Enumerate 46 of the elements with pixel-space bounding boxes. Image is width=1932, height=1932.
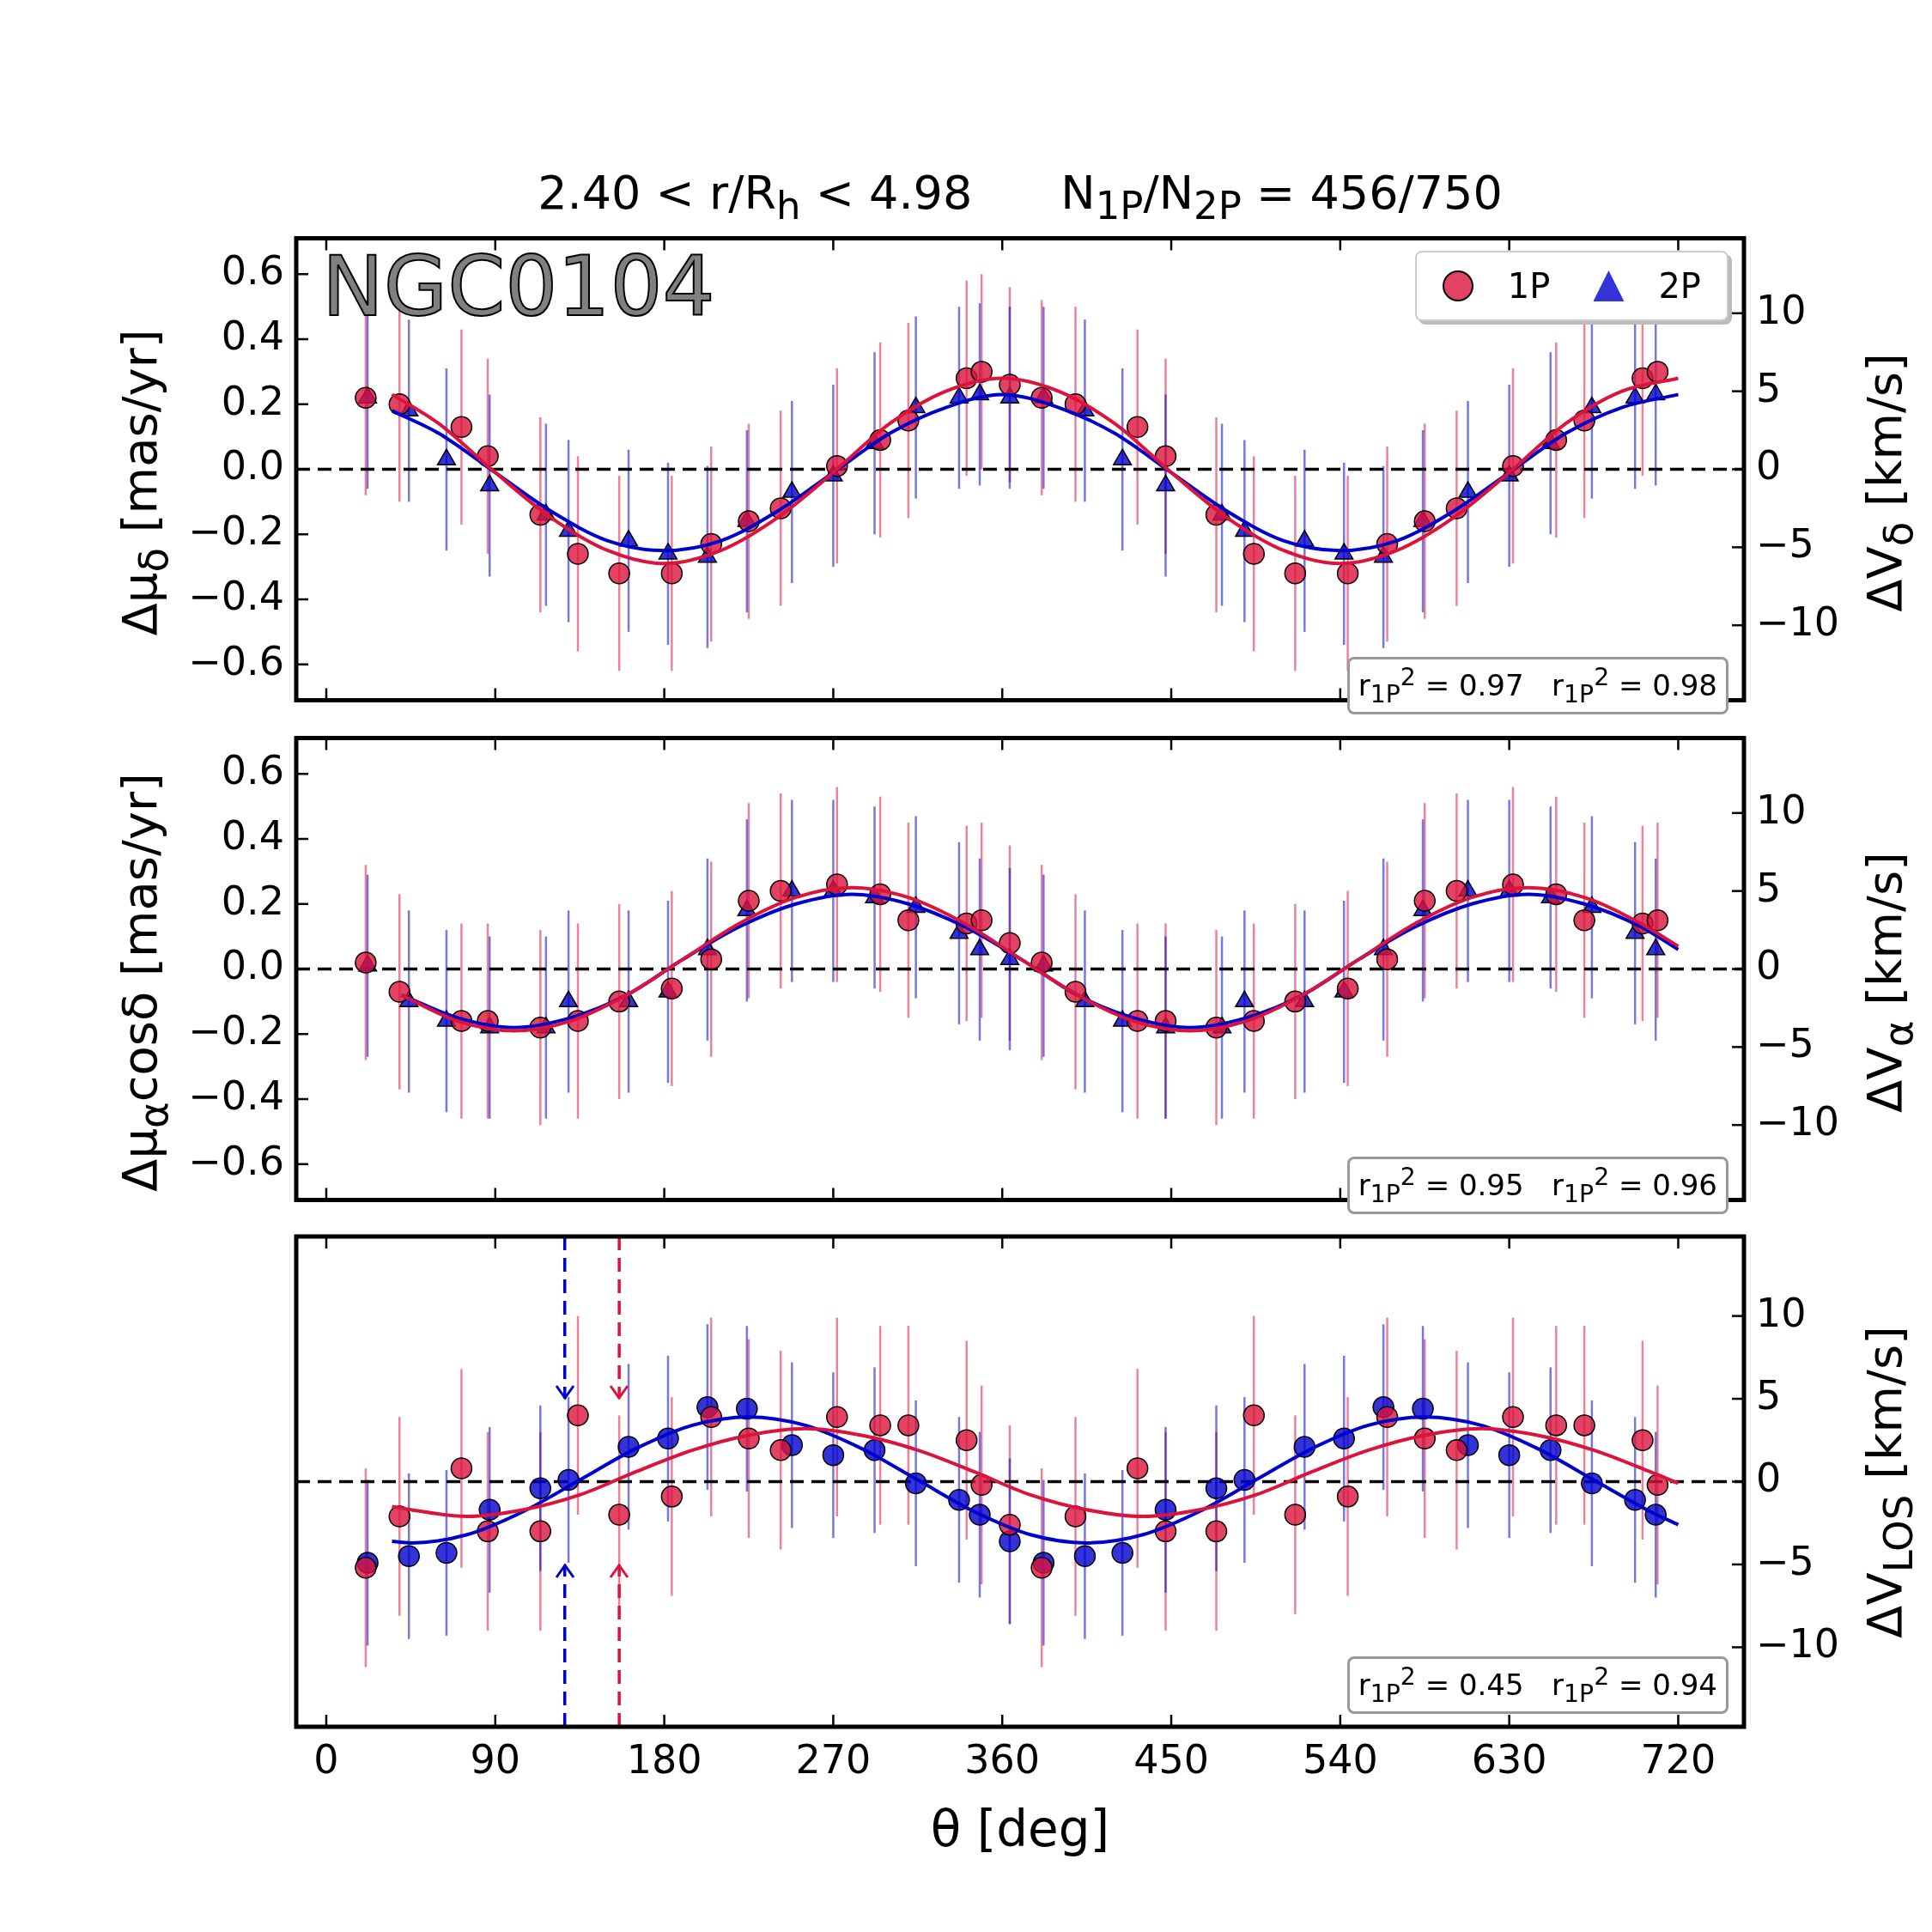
y2-tick-label: 5 [1756, 864, 1782, 911]
y2-tick-label: 10 [1756, 1289, 1807, 1336]
x-axis-title: θ [deg] [929, 1800, 1111, 1858]
y2-tick-label: 10 [1756, 786, 1807, 833]
y-tick-label: 0.6 [221, 247, 284, 295]
y2-tick-label: 10 [1756, 286, 1807, 333]
x-tick-label: 360 [964, 1735, 1041, 1783]
annotation: r$_{1P}$$^{2}$ = 0.97 r$_{1P}$$^{2}$ = 0.98 [1346, 657, 1728, 715]
x-tick-label: 90 [470, 1735, 521, 1783]
y2-tick-label: −10 [1756, 1620, 1840, 1668]
y2-tick-label: 5 [1756, 1372, 1782, 1419]
x-tick-label: 180 [626, 1735, 702, 1783]
y2-tick-label: 0 [1756, 442, 1782, 489]
y2-tick-label: −10 [1756, 598, 1840, 646]
y2-tick-label: 0 [1756, 1455, 1782, 1502]
y-tick-label: 0.6 [221, 747, 284, 794]
legend-label: 1P [1507, 266, 1551, 306]
y-tick-label: −0.6 [188, 637, 284, 684]
x-tick-label: 0 [313, 1735, 339, 1783]
x-tick-label: 630 [1471, 1735, 1547, 1783]
annotation: r$_{1P}$$^{2}$ = 0.95 r$_{1P}$$^{2}$ = 0.96 [1346, 1157, 1728, 1215]
legend-label: 2P [1658, 266, 1701, 306]
y-tick-label: −0.4 [188, 1072, 284, 1119]
x-tick-label: 270 [795, 1735, 872, 1783]
y-tick-label: −0.4 [188, 572, 284, 619]
y2-tick-label: 0 [1756, 942, 1782, 989]
y-tick-label: −0.2 [188, 507, 284, 555]
chart-title: 2.40 < r/R$_{h}$ < 4.98 N$_{1P}$/N$_{2P}$ = 456/750 [537, 166, 1504, 228]
y-tick-label: −0.2 [188, 1007, 284, 1054]
y-tick-label: −0.6 [188, 1137, 284, 1184]
x-tick-label: 540 [1302, 1735, 1378, 1783]
annotation: NGC0104 [322, 239, 715, 335]
y2-tick-label: −5 [1756, 1020, 1814, 1067]
y-tick-label: 0.4 [221, 312, 284, 359]
x-tick-label: 450 [1133, 1735, 1209, 1783]
y2-tick-label: −10 [1756, 1098, 1840, 1145]
y-tick-label: 0.0 [221, 442, 284, 489]
annotation: r$_{1P}$$^{2}$ = 0.45 r$_{1P}$$^{2}$ = 0.94 [1346, 1656, 1728, 1715]
y2-tick-label: 5 [1756, 364, 1782, 411]
y-tick-label: 0.4 [221, 811, 284, 859]
y-tick-label: 0.0 [221, 942, 284, 989]
y-tick-label: 0.2 [221, 377, 284, 424]
x-tick-label: 720 [1640, 1735, 1716, 1783]
y2-tick-label: −5 [1756, 1537, 1814, 1584]
y2-tick-label: −5 [1756, 520, 1814, 568]
y-tick-label: 0.2 [221, 877, 284, 924]
